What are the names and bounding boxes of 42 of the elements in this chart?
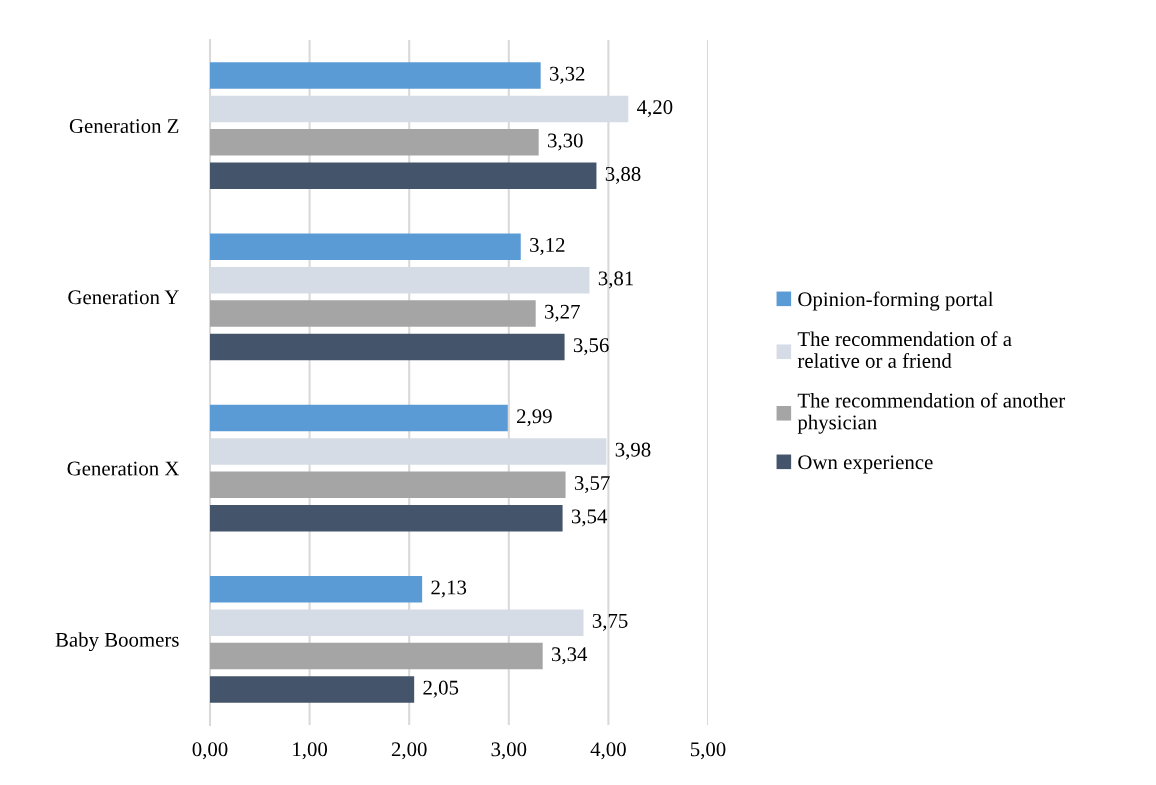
data-label: 3,56 — [573, 338, 609, 356]
x-tick-label: 0,00 — [192, 742, 228, 760]
bar — [210, 62, 541, 89]
bar — [210, 504, 563, 532]
y-tick-label: Generation Y — [68, 290, 179, 305]
data-label: 3,30 — [548, 133, 583, 151]
bar — [210, 162, 597, 189]
data-label: 3,34 — [551, 647, 588, 665]
data-label: 3,81 — [598, 271, 634, 289]
x-tick-label: 1,00 — [293, 742, 328, 760]
data-label: 3,27 — [545, 304, 580, 322]
bar — [210, 576, 423, 603]
legend-label: Opinion-forming portal — [798, 291, 994, 311]
data-label: 3,54 — [571, 509, 608, 527]
data-label: 4,20 — [637, 100, 673, 118]
y-tick-label: Generation Z — [69, 119, 179, 134]
x-tick-label: 2,00 — [391, 742, 427, 760]
legend-label: The recommendation of another physician — [797, 392, 1066, 434]
x-tick-label: 3,00 — [491, 742, 527, 760]
bar — [210, 676, 415, 703]
data-label: 3,12 — [530, 238, 565, 255]
bar — [210, 404, 508, 432]
data-label: 3,88 — [605, 166, 641, 184]
data-label: 3,75 — [592, 613, 628, 631]
data-label: 3,32 — [550, 66, 585, 84]
data-label: 3,57 — [574, 476, 610, 494]
x-tick-label: 4,00 — [590, 742, 626, 760]
legend-label: The recommendation of a relative or a friend — [797, 331, 1012, 368]
y-tick-label: Generation X — [67, 461, 180, 476]
data-label: 2,13 — [431, 580, 467, 598]
bar — [210, 129, 539, 156]
bar — [210, 233, 521, 261]
bar — [210, 642, 543, 670]
y-tick-label: Baby Boomers — [55, 632, 179, 652]
bar — [210, 333, 565, 361]
legend-label: Own experience — [798, 455, 933, 474]
bar — [210, 300, 536, 327]
bar — [210, 471, 566, 499]
data-label: 2,99 — [517, 409, 552, 427]
data-label: 3,98 — [615, 442, 651, 460]
data-label: 2,05 — [423, 680, 459, 698]
x-tick-label: 5,00 — [690, 742, 726, 760]
